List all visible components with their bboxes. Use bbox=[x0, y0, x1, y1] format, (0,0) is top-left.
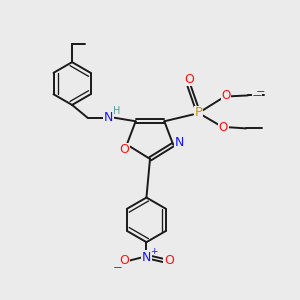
Text: O: O bbox=[119, 254, 129, 267]
Text: +: + bbox=[150, 247, 157, 256]
Text: −: − bbox=[113, 261, 122, 274]
Text: N: N bbox=[142, 251, 151, 264]
Text: —: — bbox=[252, 91, 261, 100]
Text: O: O bbox=[219, 121, 228, 134]
Text: P: P bbox=[194, 106, 202, 119]
Text: —: — bbox=[256, 87, 264, 96]
Text: N: N bbox=[175, 136, 184, 149]
Text: H: H bbox=[113, 106, 120, 116]
Text: O: O bbox=[164, 254, 174, 267]
Text: O: O bbox=[184, 73, 194, 85]
Text: O: O bbox=[119, 143, 129, 156]
Text: N: N bbox=[104, 111, 114, 124]
Text: O: O bbox=[221, 89, 230, 102]
